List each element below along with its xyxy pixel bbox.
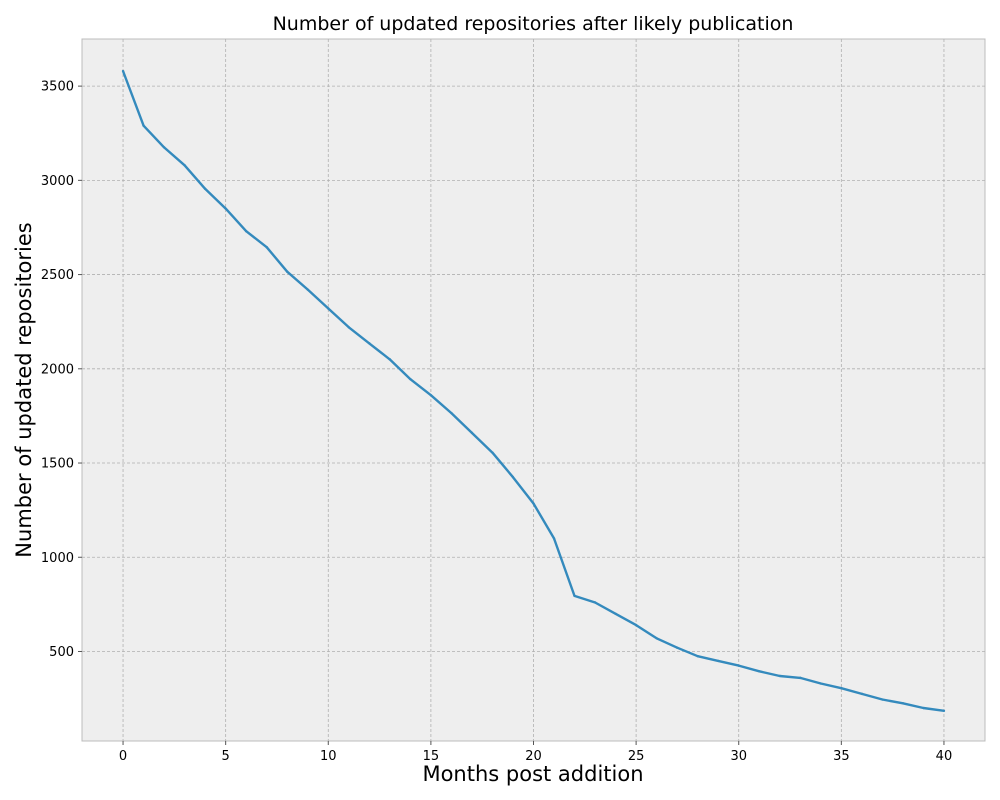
x-tick-label: 10 [320, 749, 337, 764]
data-point [675, 646, 679, 649]
x-tick-label: 0 [119, 749, 127, 764]
data-point [860, 692, 864, 696]
data-point [183, 164, 186, 167]
y-tick-label: 3000 [41, 174, 74, 189]
data-point [655, 637, 658, 640]
data-point [778, 674, 781, 678]
data-point [162, 146, 166, 149]
data-point [286, 270, 289, 273]
data-point [265, 246, 268, 249]
data-point [203, 187, 207, 191]
y-tick-label: 2000 [41, 362, 74, 377]
data-point [491, 451, 494, 454]
data-point [881, 698, 884, 701]
data-point [552, 537, 556, 540]
data-point [429, 393, 433, 397]
x-axis-label: Months post addition [422, 762, 643, 786]
data-point [368, 342, 371, 345]
x-tick-label: 15 [423, 749, 440, 764]
data-point [922, 706, 925, 710]
y-tick-label: 2500 [41, 268, 74, 283]
data-point [142, 124, 145, 127]
data-point [840, 687, 843, 690]
data-point [306, 288, 309, 291]
x-tick-label: 20 [525, 749, 542, 764]
data-point [511, 475, 515, 479]
data-point [901, 702, 905, 705]
data-point [737, 664, 740, 667]
x-tick-label: 40 [936, 749, 953, 764]
data-point [409, 377, 412, 381]
data-point [244, 230, 248, 233]
y-tick-label: 1000 [41, 551, 74, 566]
data-point [470, 431, 474, 435]
x-tick-label: 30 [730, 749, 747, 764]
data-point [593, 601, 597, 604]
data-point [532, 502, 535, 505]
data-point [614, 612, 617, 615]
data-point [819, 682, 823, 685]
y-tick-label: 3500 [41, 80, 74, 95]
data-point [224, 207, 227, 210]
data-point [717, 659, 720, 663]
data-point [347, 326, 350, 329]
data-point [121, 69, 125, 73]
data-point [327, 307, 330, 310]
data-point [758, 670, 761, 673]
chart-title: Number of updated repositories after lik… [273, 13, 794, 35]
y-axis-label: Number of updated repositories [12, 222, 36, 557]
data-point [696, 654, 699, 658]
data-point [388, 358, 392, 361]
data-point [634, 623, 638, 627]
y-tick-label: 500 [49, 645, 74, 660]
y-axis-ticks: 500 1000 1500 2000 2500 3000 3500 [41, 80, 82, 660]
data-point [450, 411, 453, 415]
x-tick-label: 25 [628, 749, 645, 764]
data-point [573, 594, 576, 598]
x-tick-label: 35 [833, 749, 850, 764]
x-tick-label: 5 [222, 749, 230, 764]
data-point [942, 709, 946, 713]
data-point [799, 676, 802, 680]
x-axis-ticks: 0 5 10 15 20 25 30 35 40 [119, 741, 952, 764]
series-group [121, 69, 946, 713]
y-tick-label: 1500 [41, 457, 74, 472]
